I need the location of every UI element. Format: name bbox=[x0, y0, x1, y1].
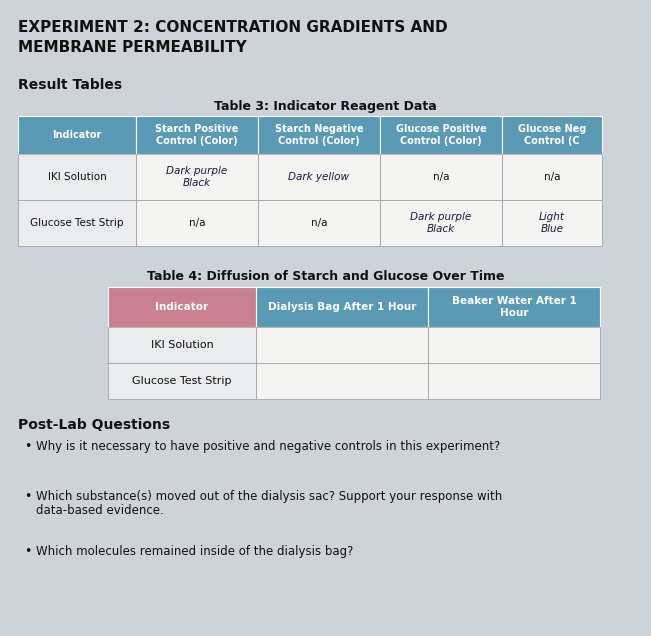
Bar bbox=[108, 287, 256, 327]
Text: Table 3: Indicator Reagent Data: Table 3: Indicator Reagent Data bbox=[214, 100, 437, 113]
Text: Table 4: Diffusion of Starch and Glucose Over Time: Table 4: Diffusion of Starch and Glucose… bbox=[146, 270, 505, 283]
Text: Dark purple
Black: Dark purple Black bbox=[167, 166, 228, 188]
Bar bbox=[18, 154, 136, 200]
Text: Dialysis Bag After 1 Hour: Dialysis Bag After 1 Hour bbox=[268, 302, 416, 312]
Bar bbox=[256, 363, 428, 399]
Text: Glucose Neg
Control (C: Glucose Neg Control (C bbox=[518, 124, 586, 146]
Text: n/a: n/a bbox=[433, 172, 449, 182]
Bar bbox=[380, 200, 502, 246]
Text: Beaker Water After 1
Hour: Beaker Water After 1 Hour bbox=[452, 296, 576, 318]
Text: Starch Positive
Control (Color): Starch Positive Control (Color) bbox=[156, 124, 239, 146]
Text: Dark purple
Black: Dark purple Black bbox=[410, 212, 471, 234]
Bar bbox=[428, 287, 600, 327]
Text: Post-Lab Questions: Post-Lab Questions bbox=[18, 418, 170, 432]
Text: IKI Solution: IKI Solution bbox=[48, 172, 106, 182]
Bar bbox=[136, 116, 258, 154]
Text: Starch Negative
Control (Color): Starch Negative Control (Color) bbox=[275, 124, 363, 146]
Bar bbox=[136, 154, 258, 200]
Bar bbox=[428, 363, 600, 399]
Text: Glucose Positive
Control (Color): Glucose Positive Control (Color) bbox=[396, 124, 486, 146]
Bar bbox=[108, 363, 256, 399]
Bar bbox=[258, 200, 380, 246]
Bar bbox=[136, 200, 258, 246]
Text: Which substance(s) moved out of the dialysis sac? Support your response with: Which substance(s) moved out of the dial… bbox=[36, 490, 503, 503]
Text: Why is it necessary to have positive and negative controls in this experiment?: Why is it necessary to have positive and… bbox=[36, 440, 500, 453]
Text: Which molecules remained inside of the dialysis bag?: Which molecules remained inside of the d… bbox=[36, 545, 353, 558]
Bar bbox=[258, 154, 380, 200]
Bar bbox=[18, 116, 136, 154]
Text: •: • bbox=[24, 440, 31, 453]
Text: Indicator: Indicator bbox=[156, 302, 208, 312]
Bar bbox=[502, 154, 602, 200]
Bar bbox=[256, 327, 428, 363]
Text: n/a: n/a bbox=[544, 172, 561, 182]
Bar bbox=[502, 200, 602, 246]
Text: data-based evidence.: data-based evidence. bbox=[36, 504, 164, 517]
Bar bbox=[256, 287, 428, 327]
Text: n/a: n/a bbox=[311, 218, 327, 228]
Text: Light
Blue: Light Blue bbox=[539, 212, 565, 234]
Text: •: • bbox=[24, 545, 31, 558]
Text: Result Tables: Result Tables bbox=[18, 78, 122, 92]
Text: Glucose Test Strip: Glucose Test Strip bbox=[30, 218, 124, 228]
Text: Glucose Test Strip: Glucose Test Strip bbox=[132, 376, 232, 386]
Bar bbox=[502, 116, 602, 154]
Text: EXPERIMENT 2: CONCENTRATION GRADIENTS AND: EXPERIMENT 2: CONCENTRATION GRADIENTS AN… bbox=[18, 20, 448, 35]
Text: Dark yellow: Dark yellow bbox=[288, 172, 350, 182]
Bar bbox=[380, 116, 502, 154]
Text: IKI Solution: IKI Solution bbox=[150, 340, 214, 350]
Bar bbox=[18, 200, 136, 246]
Text: MEMBRANE PERMEABILITY: MEMBRANE PERMEABILITY bbox=[18, 40, 247, 55]
Text: •: • bbox=[24, 490, 31, 503]
Bar bbox=[428, 327, 600, 363]
Text: n/a: n/a bbox=[189, 218, 205, 228]
Text: Indicator: Indicator bbox=[52, 130, 102, 140]
Bar bbox=[108, 327, 256, 363]
Bar bbox=[258, 116, 380, 154]
Bar bbox=[380, 154, 502, 200]
